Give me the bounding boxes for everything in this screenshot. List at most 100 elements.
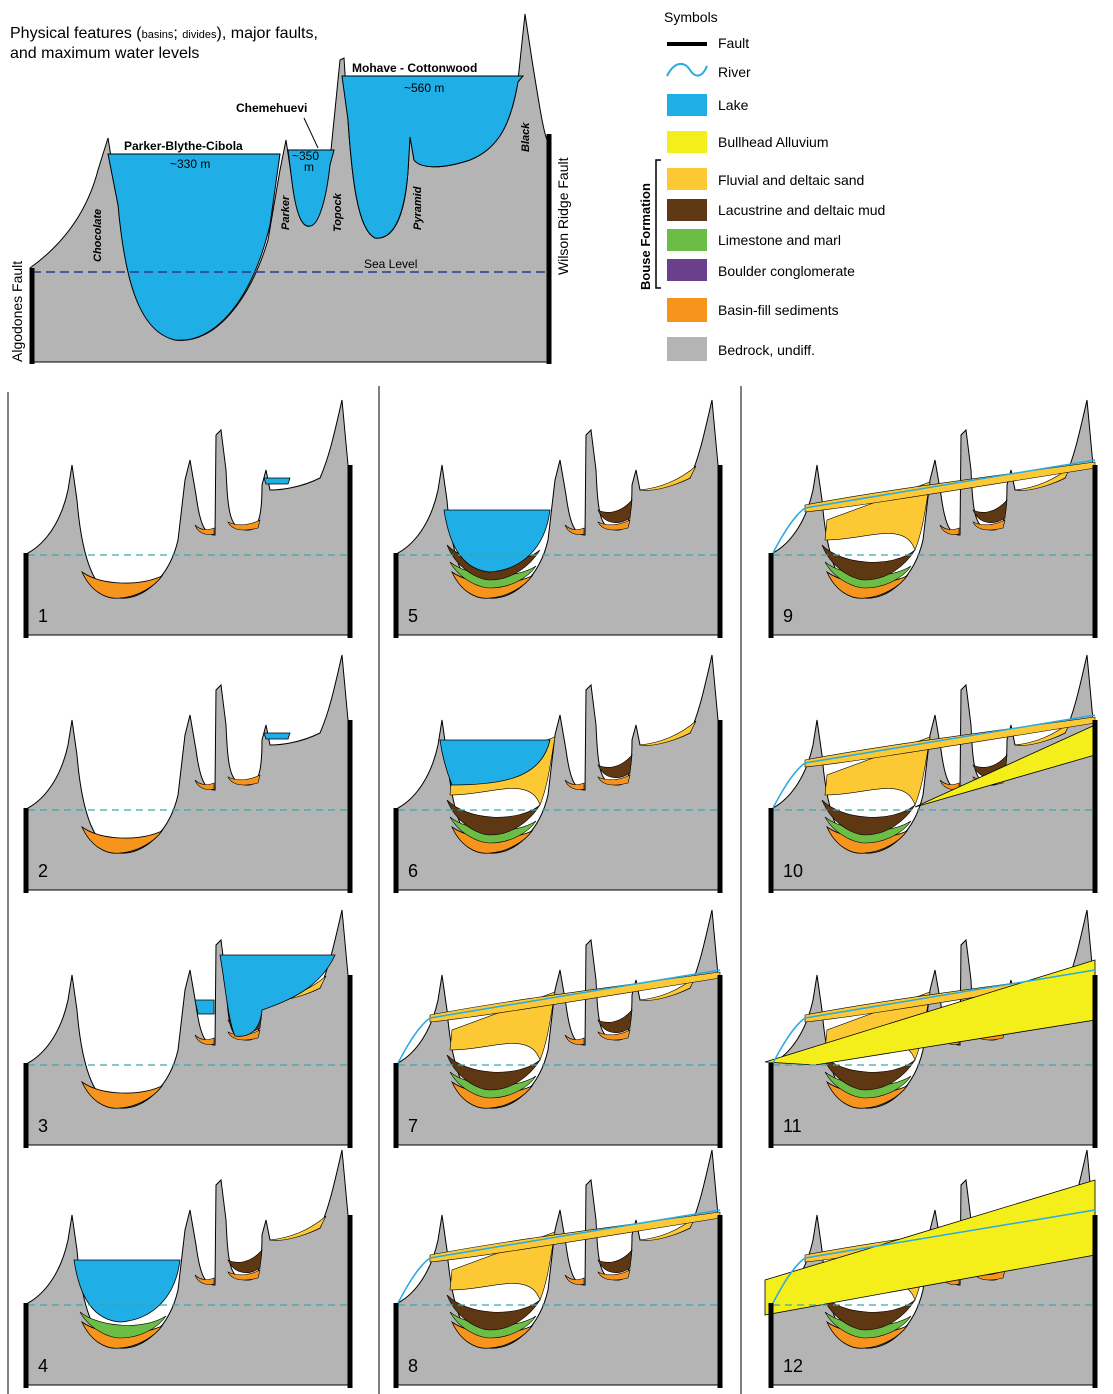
panel-basin-fill-chem bbox=[564, 524, 585, 535]
panel-number: 11 bbox=[783, 1116, 802, 1136]
panel-lake bbox=[263, 732, 291, 740]
panel-mud-mc bbox=[597, 754, 633, 778]
basin-label-mohave-cottonwood: Mohave - Cottonwood bbox=[352, 61, 477, 75]
legend-limestone-label: Limestone and marl bbox=[718, 232, 841, 248]
panel-mud-pbc bbox=[446, 1294, 541, 1331]
legend-title: Symbols bbox=[664, 9, 718, 25]
panel-mud-mc bbox=[597, 1009, 633, 1033]
panel-bedrock bbox=[397, 909, 721, 1146]
legend-bullhead-swatch bbox=[667, 131, 707, 153]
panel-number: 5 bbox=[408, 606, 418, 626]
panel-river bbox=[772, 1209, 1096, 1304]
panel-mud-mc bbox=[972, 499, 1008, 523]
panel-bedrock bbox=[772, 399, 1096, 636]
divide-label-pyramid: Pyramid bbox=[412, 186, 424, 230]
panel-basin-fill-chem bbox=[939, 524, 960, 535]
panel-basin-fill-chem bbox=[564, 779, 585, 790]
panel-limestone-pbc bbox=[79, 1311, 167, 1339]
legend-fluvial-swatch bbox=[667, 168, 707, 190]
panel-mud-pbc bbox=[821, 799, 916, 836]
panel-basin-fill-mc bbox=[597, 519, 631, 531]
panel-10: 10 bbox=[768, 654, 1098, 893]
panel-mud-pbc bbox=[821, 1054, 916, 1091]
panel-basin-fill-mc bbox=[227, 519, 261, 531]
legend-bedrock-swatch bbox=[667, 337, 707, 361]
panel-river bbox=[397, 969, 721, 1064]
panel-basin-fill-mc bbox=[597, 1029, 631, 1041]
panel-basin-fill-mc bbox=[227, 774, 261, 786]
panel-river bbox=[397, 1209, 721, 1304]
panel-number: 6 bbox=[408, 861, 418, 881]
panel-number: 8 bbox=[408, 1356, 418, 1376]
panel-number: 9 bbox=[783, 606, 793, 626]
panel-basin-fill-chem bbox=[194, 1034, 215, 1045]
overview-lake-mohave-cottonwood bbox=[341, 75, 525, 239]
panel-river bbox=[772, 714, 1096, 809]
panel-mud-mc bbox=[597, 499, 633, 523]
bouse-bracket bbox=[655, 159, 661, 289]
panel-basin-fill-chem bbox=[194, 779, 215, 790]
panel-lake bbox=[263, 477, 291, 485]
panel-6: 6 bbox=[393, 654, 723, 893]
panel-basin-fill-chem bbox=[194, 1274, 215, 1285]
panel-lake bbox=[439, 739, 551, 786]
panel-number: 2 bbox=[38, 861, 48, 881]
bouse-formation-label: Bouse Formation bbox=[638, 183, 653, 290]
panel-bedrock bbox=[772, 654, 1096, 891]
chemehuevi-pointer bbox=[303, 117, 319, 149]
basin-label-chemehuevi: Chemehuevi bbox=[236, 101, 307, 115]
overview-left-fault-label: Algodones Fault bbox=[9, 261, 25, 362]
legend-limestone-swatch bbox=[667, 229, 707, 251]
panel-bedrock bbox=[27, 654, 351, 891]
panel-11: 11 bbox=[764, 909, 1098, 1148]
panel-sand-pbc bbox=[824, 481, 931, 551]
legend-basinfill-label: Basin-fill sediments bbox=[718, 302, 839, 318]
overview-section: Physical features (basins; divides), maj… bbox=[9, 13, 571, 364]
panel-number: 7 bbox=[408, 1116, 418, 1136]
legend-bedrock-label: Bedrock, undiff. bbox=[718, 342, 815, 358]
panel-river bbox=[772, 969, 1096, 1064]
panel-sand-top bbox=[804, 716, 1096, 768]
panel-sand-top bbox=[429, 971, 721, 1023]
panel-number: 4 bbox=[38, 1356, 48, 1376]
panel-sand-mc bbox=[269, 1215, 327, 1241]
panel-sand-top bbox=[429, 1211, 721, 1263]
panel-bedrock bbox=[27, 399, 351, 636]
overview-title-line2: and maximum water levels bbox=[10, 45, 199, 62]
legend-boulder-label: Boulder conglomerate bbox=[718, 263, 855, 279]
panel-3: 3 bbox=[23, 909, 353, 1148]
legend-boulder-swatch bbox=[667, 259, 707, 281]
panel-lake-chem bbox=[194, 999, 215, 1015]
overview-sea-level-label: Sea Level bbox=[364, 257, 417, 271]
panel-sand-pbc bbox=[449, 1231, 556, 1301]
panel-sand-pbc bbox=[824, 736, 931, 806]
basin-label-parker-blythe-cibola: Parker-Blythe-Cibola bbox=[124, 139, 243, 153]
panel-number: 10 bbox=[783, 861, 803, 881]
basin-level-chemehuevi-2: m bbox=[304, 160, 314, 174]
legend-fluvial-label: Fluvial and deltaic sand bbox=[718, 172, 864, 188]
panel-7: 7 bbox=[393, 909, 723, 1148]
panel-basin-fill-mc bbox=[227, 1269, 261, 1281]
divide-label-chocolate: Chocolate bbox=[92, 209, 104, 262]
legend-river-label: River bbox=[718, 64, 751, 80]
panel-basin-fill-mc bbox=[597, 1269, 631, 1281]
panel-sand-top bbox=[804, 461, 1096, 513]
panel-mud-pbc bbox=[821, 1294, 916, 1331]
panel-number: 12 bbox=[783, 1356, 803, 1376]
panel-basin-fill-pbc bbox=[81, 825, 164, 854]
panel-lake bbox=[73, 1259, 181, 1323]
overview-title-line1: Physical features (basins; divides), maj… bbox=[10, 25, 318, 42]
panel-8: 8 bbox=[393, 1149, 723, 1388]
panel-number: 3 bbox=[38, 1116, 48, 1136]
legend-river-symbol bbox=[666, 63, 708, 77]
legend-basinfill-swatch bbox=[667, 298, 707, 322]
panel-12: 12 bbox=[764, 1149, 1098, 1388]
panel-sand-pbc bbox=[449, 991, 556, 1061]
divide-label-topock: Topock bbox=[332, 192, 344, 232]
legend-lake-swatch bbox=[667, 94, 707, 116]
panel-lake bbox=[443, 509, 551, 573]
panel-mud-mc bbox=[227, 1249, 263, 1273]
panel-basin-fill-mc bbox=[597, 774, 631, 786]
panel-bedrock bbox=[397, 654, 721, 891]
